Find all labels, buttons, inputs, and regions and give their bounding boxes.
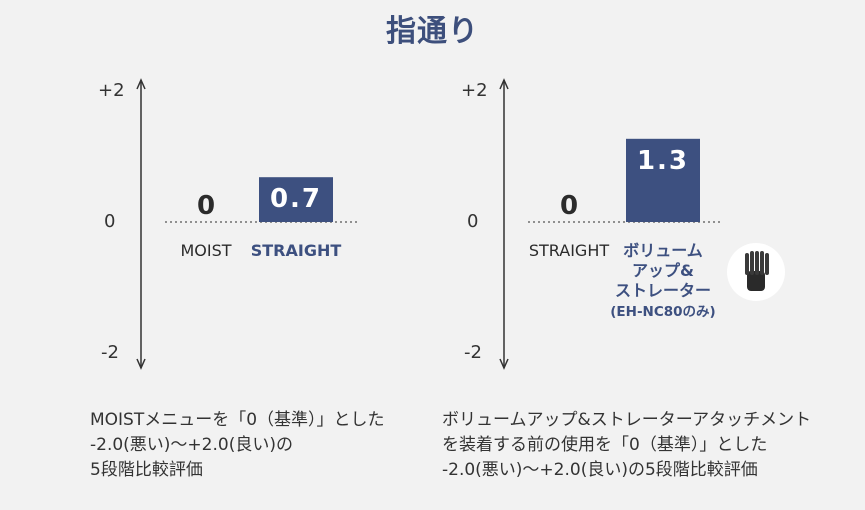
value-label-0: 0 <box>560 191 578 221</box>
comb-attachment-icon <box>727 243 785 301</box>
bar-1 <box>626 138 700 222</box>
value-label-1: 0.7 <box>270 184 322 214</box>
y-tick-zero: 0 <box>104 211 116 232</box>
category-label-1: アップ& <box>632 261 694 280</box>
y-axis-arrow-up <box>136 78 146 90</box>
category-label-0: MOIST <box>180 241 231 260</box>
y-tick-bottom: -2 <box>464 342 482 363</box>
value-label-1: 1.3 <box>637 146 689 176</box>
y-tick-top: +2 <box>461 80 488 101</box>
bar-1 <box>259 177 333 222</box>
category-label-0: STRAIGHT <box>529 241 609 260</box>
y-tick-zero: 0 <box>467 211 479 232</box>
category-label-1: ボリューム <box>623 241 703 260</box>
page-title: 指通り <box>386 14 479 49</box>
y-axis-arrow-up <box>499 78 509 90</box>
y-tick-top: +2 <box>98 80 125 101</box>
chart-note-volume-up: ボリュームアップ&ストレーターアタッチメント を装着する前の使用を「0（基準）」… <box>442 410 812 480</box>
y-tick-bottom: -2 <box>101 342 119 363</box>
value-label-0: 0 <box>197 191 215 221</box>
category-label-1: ストレーター <box>615 281 711 300</box>
category-label-1: STRAIGHT <box>251 241 342 260</box>
y-axis-arrow-down <box>499 358 509 370</box>
category-label-1: (EH-NC80のみ) <box>610 304 715 320</box>
y-axis-arrow-down <box>136 358 146 370</box>
chart-note-moist: MOISTメニューを「0（基準）」とした -2.0(悪い)〜+2.0(良い)の … <box>90 410 385 480</box>
